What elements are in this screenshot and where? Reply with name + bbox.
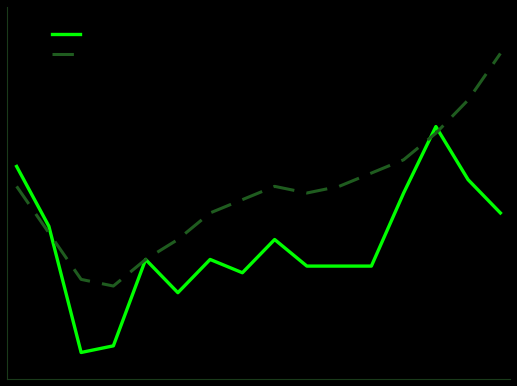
Canada bbox=[497, 211, 504, 215]
Canada bbox=[239, 271, 246, 275]
U.S. bbox=[143, 257, 149, 262]
Canada bbox=[78, 350, 84, 355]
U.S. bbox=[465, 98, 471, 102]
Canada bbox=[304, 264, 310, 268]
Line: Canada: Canada bbox=[17, 127, 500, 352]
Canada bbox=[46, 224, 52, 229]
U.S. bbox=[46, 230, 52, 235]
U.S. bbox=[433, 131, 439, 135]
U.S. bbox=[239, 197, 246, 202]
U.S. bbox=[271, 184, 278, 189]
Canada bbox=[465, 178, 471, 182]
Canada bbox=[175, 290, 181, 295]
Canada bbox=[368, 264, 374, 268]
Legend: , : , bbox=[49, 24, 83, 65]
Canada bbox=[271, 237, 278, 242]
Canada bbox=[207, 257, 213, 262]
U.S. bbox=[368, 171, 374, 175]
U.S. bbox=[13, 184, 20, 189]
Canada bbox=[401, 191, 407, 195]
U.S. bbox=[497, 51, 504, 56]
Canada bbox=[110, 344, 116, 348]
U.S. bbox=[336, 184, 342, 189]
U.S. bbox=[401, 157, 407, 162]
U.S. bbox=[78, 277, 84, 282]
Canada bbox=[336, 264, 342, 268]
U.S. bbox=[110, 284, 116, 288]
Canada bbox=[433, 124, 439, 129]
Canada bbox=[13, 164, 20, 169]
U.S. bbox=[304, 191, 310, 195]
U.S. bbox=[207, 211, 213, 215]
Line: U.S.: U.S. bbox=[17, 53, 500, 286]
Canada bbox=[143, 257, 149, 262]
U.S. bbox=[175, 237, 181, 242]
